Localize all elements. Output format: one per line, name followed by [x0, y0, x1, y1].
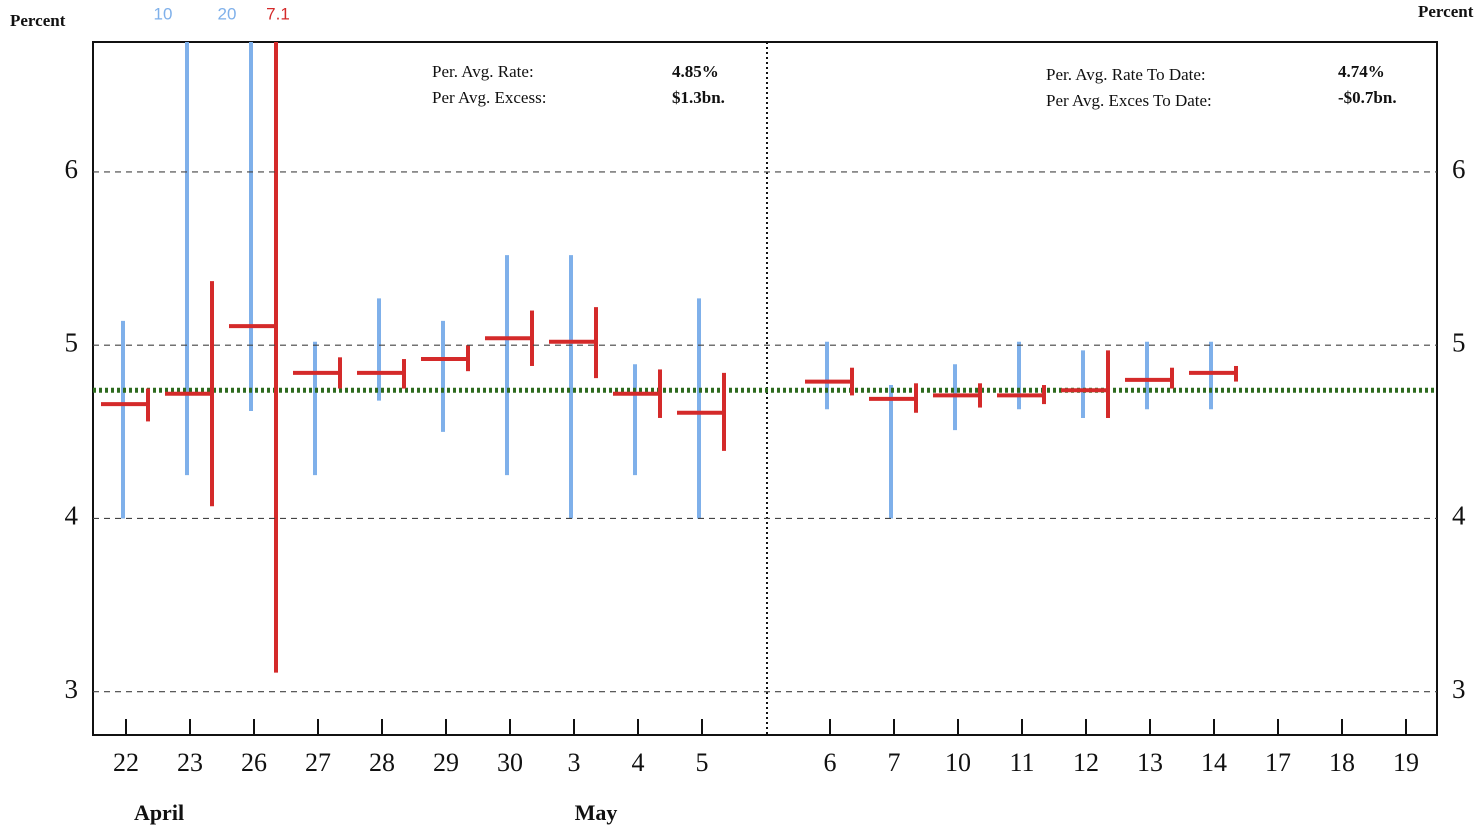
x-tick-label: 22: [113, 748, 139, 777]
y-tick-label: 5: [65, 327, 79, 357]
x-tick-label: 7: [888, 748, 901, 777]
x-tick-label: 23: [177, 748, 203, 777]
y2-tick-label: 3: [1452, 674, 1466, 704]
annotation-label: Per. Avg. Rate To Date:: [1046, 65, 1206, 84]
month-label: April: [134, 800, 184, 825]
annotation-value: 4.85%: [672, 62, 719, 81]
annotation-value: 4.74%: [1338, 62, 1385, 81]
y-tick-label: 4: [65, 501, 79, 531]
x-tick-label: 12: [1073, 748, 1099, 777]
plot-area: [93, 42, 1437, 673]
x-tick-label: 3: [568, 748, 581, 777]
x-tick-label: 5: [696, 748, 709, 777]
y2-tick-label: 6: [1452, 154, 1466, 184]
annotation-label: Per Avg. Exces To Date:: [1046, 91, 1212, 110]
x-tick-label: 19: [1393, 748, 1419, 777]
y-tick-label: 6: [65, 154, 79, 184]
y2-tick-label: 5: [1452, 327, 1466, 357]
x-tick-label: 4: [632, 748, 645, 777]
x-tick-label: 26: [241, 748, 267, 777]
off-scale-label: 10: [154, 4, 173, 23]
x-tick-label: 17: [1265, 748, 1291, 777]
x-tick-label: 14: [1201, 748, 1227, 777]
x-tick-label: 11: [1009, 748, 1034, 777]
x-tick-label: 27: [305, 748, 331, 777]
off-scale-label: 20: [218, 4, 237, 23]
y-tick-label: 3: [65, 674, 79, 704]
x-tick-label: 30: [497, 748, 523, 777]
x-tick-label: 10: [945, 748, 971, 777]
annotation-label: Per. Avg. Rate:: [432, 62, 534, 81]
y2-tick-label: 4: [1452, 501, 1466, 531]
annotation-label: Per Avg. Excess:: [432, 88, 546, 107]
y2-axis-label: Percent: [1418, 2, 1474, 21]
annotation-value: $1.3bn.: [672, 88, 725, 107]
x-tick-label: 29: [433, 748, 459, 777]
month-label: May: [575, 800, 618, 825]
y-axis-label: Percent: [10, 11, 66, 30]
x-tick-label: 6: [824, 748, 837, 777]
x-tick-label: 13: [1137, 748, 1163, 777]
x-tick-label: 18: [1329, 748, 1355, 777]
annotation-value: -$0.7bn.: [1338, 88, 1397, 107]
x-tick-label: 28: [369, 748, 395, 777]
off-scale-label: 7.1: [266, 4, 290, 23]
